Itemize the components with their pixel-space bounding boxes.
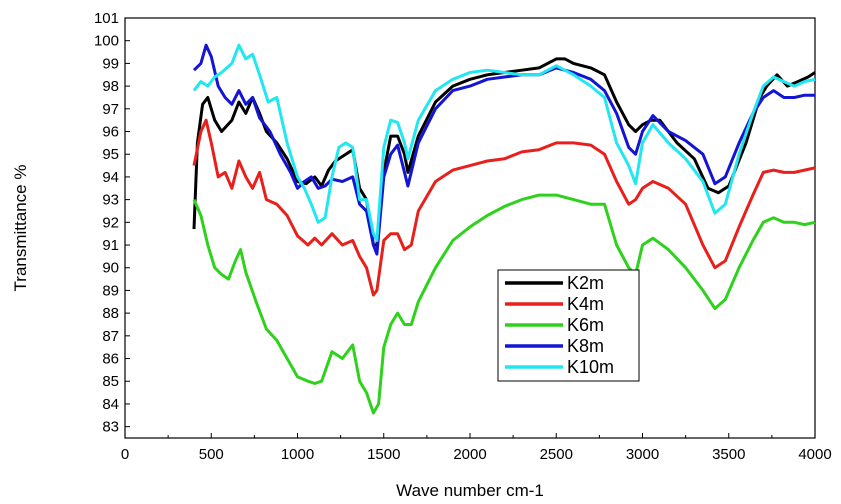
x-tick-label: 3500 <box>712 446 745 463</box>
y-tick-label: 95 <box>102 146 119 163</box>
x-tick-label: 3000 <box>626 446 659 463</box>
y-tick-label: 86 <box>102 351 119 368</box>
y-tick-label: 83 <box>102 419 119 436</box>
y-axis: 83 84 85 86 87 88 89 90 91 92 93 94 95 96 97 98 99 100 101 <box>94 10 130 436</box>
x-tick-label: 1500 <box>367 446 400 463</box>
x-tick-label: 500 <box>199 446 224 463</box>
y-axis-label: Transmittance % <box>11 165 30 292</box>
y-tick-label: 96 <box>102 124 119 141</box>
x-tick-label: 2500 <box>540 446 573 463</box>
x-axis-label: Wave number cm-1 <box>396 481 544 500</box>
x-tick-label: 4000 <box>798 446 831 463</box>
y-tick-label: 92 <box>102 214 119 231</box>
legend-label-k6m: K6m <box>567 315 604 335</box>
y-tick-label: 93 <box>102 192 119 209</box>
x-tick-label: 0 <box>121 446 129 463</box>
x-tick-label: 1000 <box>281 446 314 463</box>
y-tick-label: 85 <box>102 373 119 390</box>
series-line-k6m <box>192 193 816 415</box>
legend-label-k8m: K8m <box>567 336 604 356</box>
x-tick-label: 2000 <box>453 446 486 463</box>
y-tick-label: 89 <box>102 282 119 299</box>
y-tick-label: 97 <box>102 101 119 118</box>
series-line-k10m <box>192 43 816 242</box>
y-tick-label: 101 <box>94 10 119 27</box>
legend-label-k10m: K10m <box>567 357 614 377</box>
y-tick-label: 84 <box>102 396 119 413</box>
y-tick-label: 91 <box>102 237 119 254</box>
series-lines <box>192 43 816 415</box>
series-line-k8m <box>192 43 815 256</box>
legend-label-k2m: K2m <box>567 273 604 293</box>
y-tick-label: 94 <box>102 169 119 186</box>
y-tick-label: 98 <box>102 78 119 95</box>
series-line-k4m <box>192 118 816 297</box>
y-tick-label: 100 <box>94 33 119 50</box>
legend-label-k4m: K4m <box>567 294 604 314</box>
y-tick-label: 99 <box>102 55 119 72</box>
y-tick-label: 88 <box>102 305 119 322</box>
y-tick-label: 90 <box>102 260 119 277</box>
x-axis: 0 500 1000 1500 2000 2500 3000 3500 4000 <box>121 433 832 463</box>
y-tick-label: 87 <box>102 328 119 345</box>
